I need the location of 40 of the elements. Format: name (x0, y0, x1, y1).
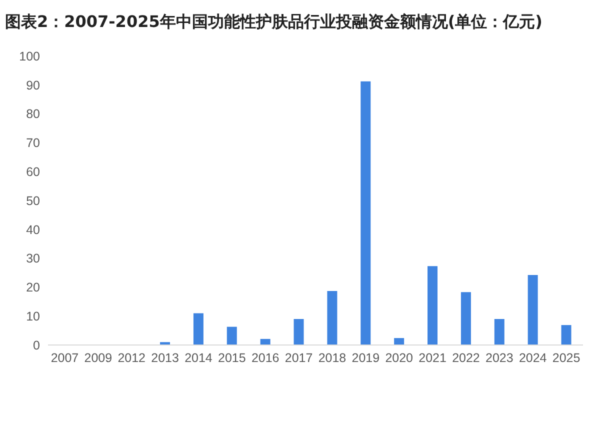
y-tick-label: 0 (33, 338, 40, 352)
y-tick-label: 30 (26, 252, 40, 266)
x-tick-label: 2018 (318, 350, 346, 365)
x-tick-label: 2020 (385, 350, 414, 365)
bar (494, 318, 504, 345)
x-tick-label: 2013 (151, 350, 179, 365)
x-tick-label: 2009 (84, 350, 112, 365)
x-tick-label: 2007 (50, 350, 79, 365)
x-tick-label: 2024 (518, 350, 547, 365)
bar (561, 325, 572, 345)
y-tick-label: 60 (26, 165, 40, 180)
bar (294, 318, 304, 345)
x-tick-label: 2022 (452, 350, 480, 365)
x-tick-label: 2019 (352, 350, 380, 365)
bar (260, 338, 270, 345)
y-tick-label: 40 (26, 222, 40, 237)
y-tick-label: 10 (26, 310, 40, 324)
bar (193, 313, 204, 345)
x-tick-label: 2014 (184, 350, 212, 365)
bar (460, 292, 471, 345)
x-tick-label: 2021 (418, 350, 446, 365)
x-tick-label: 2017 (284, 350, 313, 365)
bar (226, 326, 237, 345)
x-tick-label: 2025 (552, 350, 580, 365)
y-tick-label: 70 (26, 136, 40, 150)
y-tick-label: 80 (26, 107, 40, 122)
bar (528, 275, 538, 345)
bar (327, 290, 338, 345)
x-tick-label: 2023 (486, 350, 514, 365)
chart-title: 图表2：2007-2025年中国功能性护肤品行业投融资金额情况(单位：亿元) (5, 12, 542, 33)
bar (428, 266, 438, 345)
bar (394, 338, 404, 345)
y-tick-label: 20 (26, 280, 40, 295)
x-tick-label: 2016 (251, 350, 280, 365)
y-tick-label: 90 (26, 78, 40, 92)
bar (360, 81, 371, 345)
y-tick-label: 100 (19, 49, 40, 64)
x-tick-label: 2015 (218, 350, 246, 365)
x-tick-label: 2012 (118, 350, 146, 365)
y-tick-label: 50 (26, 194, 40, 208)
